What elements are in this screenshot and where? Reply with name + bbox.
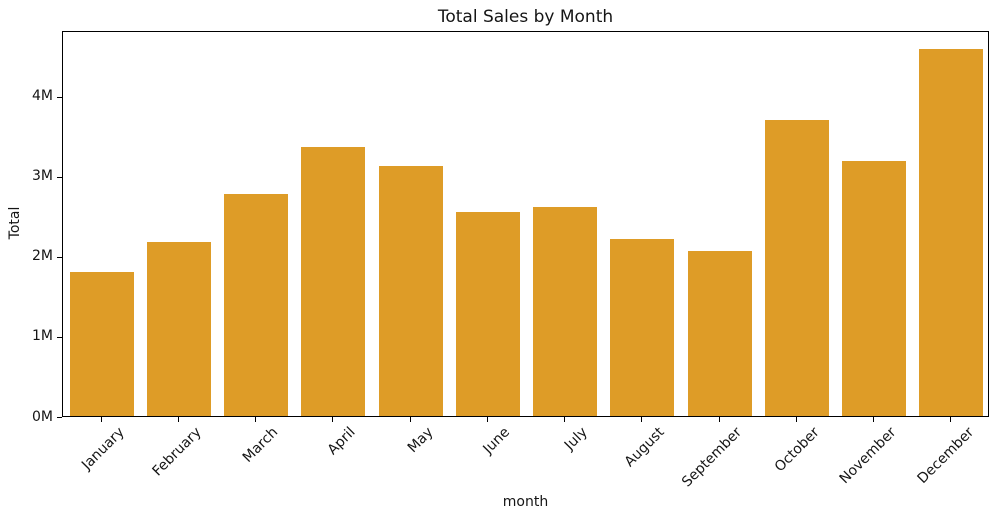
x-tick-label-july: July: [561, 424, 591, 454]
bar-october: [764, 119, 829, 416]
x-axis-label: month: [502, 494, 549, 510]
y-tick-label-1m: 1M: [32, 328, 53, 345]
x-tick-february: [177, 417, 179, 422]
bar-december: [919, 49, 984, 416]
y-tick-4m: [57, 96, 62, 98]
x-tick-december: [950, 417, 952, 422]
x-tick-september: [718, 417, 720, 422]
bar-january: [69, 271, 134, 416]
x-tick-january: [100, 417, 102, 422]
x-tick-label-october: October: [771, 424, 823, 476]
bar-february: [146, 242, 211, 416]
x-tick-label-june: June: [480, 424, 514, 458]
y-tick-label-0m: 0M: [32, 408, 53, 425]
y-tick-label-4m: 4M: [32, 88, 53, 105]
x-tick-label-november: November: [836, 424, 900, 488]
bar-march: [224, 194, 289, 416]
y-axis-label: Total: [7, 206, 23, 240]
plot-area: [62, 31, 989, 417]
x-tick-june: [486, 417, 488, 422]
bar-june: [455, 211, 520, 416]
x-tick-november: [873, 417, 875, 422]
y-tick-2m: [57, 256, 62, 258]
x-tick-label-february: February: [149, 424, 205, 480]
x-tick-label-march: March: [240, 424, 282, 466]
x-tick-august: [641, 417, 643, 422]
x-tick-label-may: May: [404, 424, 437, 457]
bar-august: [610, 239, 675, 416]
y-tick-3m: [57, 176, 62, 178]
y-tick-1m: [57, 336, 62, 338]
bar-september: [687, 251, 752, 416]
bar-november: [842, 161, 907, 416]
bar-july: [533, 207, 598, 416]
y-tick-0m: [57, 417, 62, 418]
x-tick-label-december: December: [914, 424, 978, 487]
x-tick-april: [332, 417, 334, 422]
x-tick-may: [409, 417, 411, 422]
chart-title: Total Sales by Month: [437, 7, 614, 27]
x-tick-label-september: September: [679, 424, 746, 491]
x-tick-march: [255, 417, 257, 422]
x-tick-july: [564, 417, 566, 422]
x-tick-label-april: April: [325, 424, 360, 459]
y-tick-label-2m: 2M: [32, 248, 53, 265]
x-tick-label-january: January: [78, 424, 128, 474]
bar-may: [378, 166, 443, 416]
x-tick-october: [795, 417, 797, 422]
bar-april: [301, 146, 366, 416]
y-tick-label-3m: 3M: [32, 168, 53, 185]
x-tick-label-august: August: [622, 424, 669, 471]
